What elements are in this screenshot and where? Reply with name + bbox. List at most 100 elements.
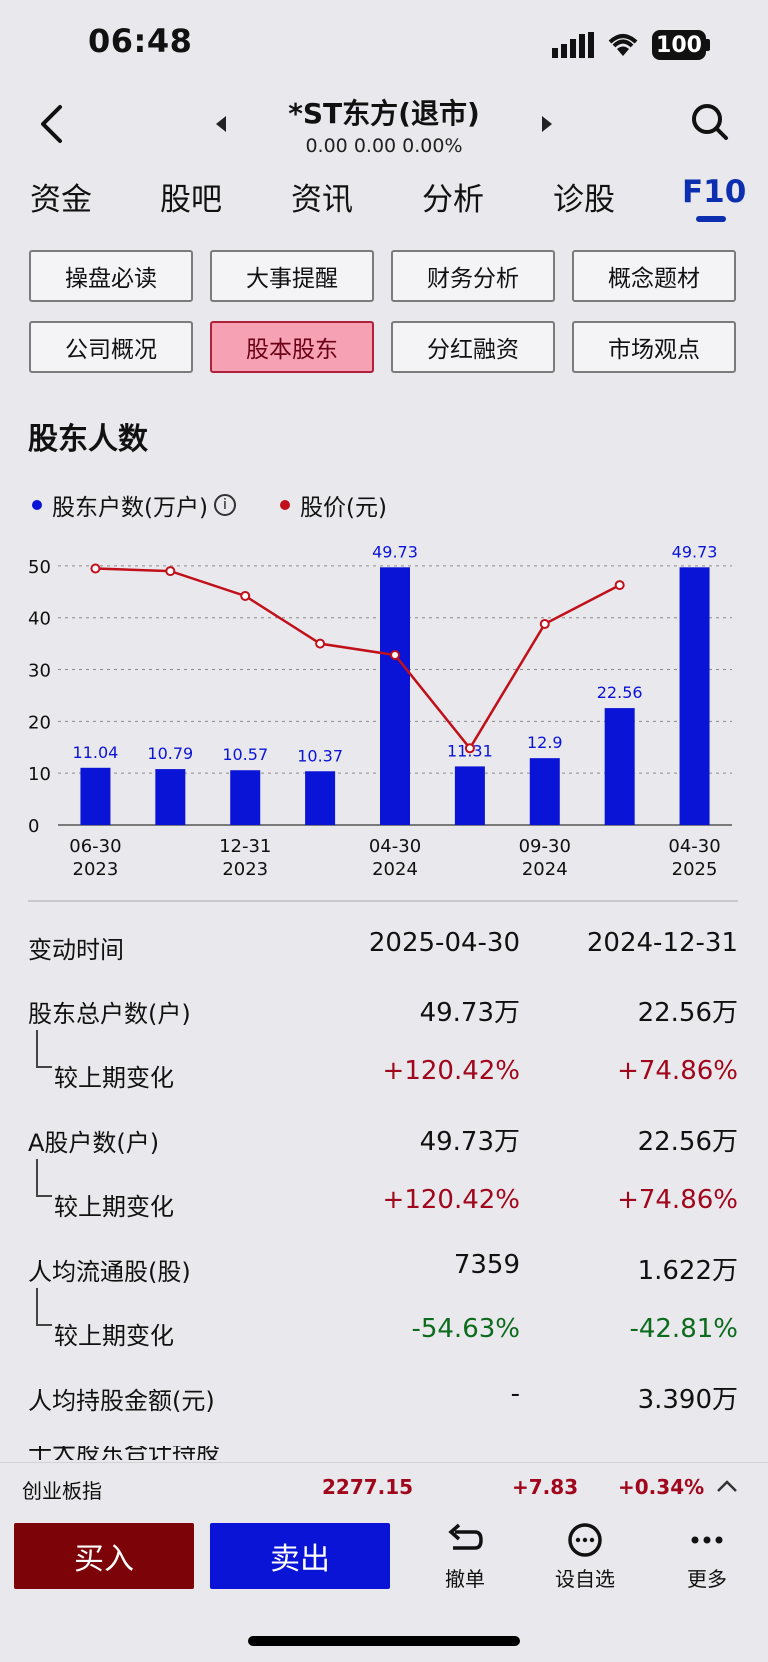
x-tick-year-label: 2024 [372, 859, 418, 880]
tree-connector [36, 1030, 52, 1068]
y-tick-label: 50 [28, 557, 51, 578]
index-value: 2277.15 [322, 1475, 414, 1499]
bar [604, 708, 635, 825]
btn-shareholders[interactable]: 股本股东 [210, 321, 374, 373]
row-a-holders-c2: 22.56万 [637, 1127, 738, 1157]
price-point [240, 590, 251, 601]
bar-value-label: 49.73 [672, 542, 718, 561]
home-indicator [248, 1636, 520, 1646]
x-tick-label: 04-30 [668, 836, 720, 857]
next-stock-icon[interactable] [540, 114, 554, 134]
info-icon[interactable]: i [213, 494, 236, 516]
add-watchlist-label: 设自选 [555, 1567, 615, 1591]
add-watchlist-button[interactable]: 设自选 [545, 1522, 625, 1592]
chevron-up-icon[interactable] [716, 1479, 738, 1493]
legend-price-dot [280, 500, 290, 510]
row-float-change-c1: -54.63% [411, 1314, 520, 1344]
cancel-order-label: 撤单 [445, 1567, 485, 1591]
buy-button[interactable]: 买入 [14, 1523, 194, 1589]
btn-concepts[interactable]: 概念题材 [572, 250, 736, 302]
index-name: 创业板指 [22, 1479, 102, 1503]
shareholder-chart: 0102030405011.0410.7910.5710.3749.7311.3… [28, 542, 732, 880]
row-value-per-holder-c1: - [510, 1379, 520, 1409]
tab-news[interactable]: 资讯 [291, 182, 353, 218]
row-total-change-c2: +74.86% [617, 1056, 738, 1086]
stock-quote: 0.00 0.00 0.00% [305, 135, 463, 157]
battery-tip [706, 39, 710, 51]
bar-value-label: 49.73 [372, 542, 418, 561]
table-header-date-1: 2025-04-30 [368, 928, 520, 958]
row-total-holders-label: 股东总户数(户) [28, 1000, 191, 1028]
btn-dividends-financing[interactable]: 分红融资 [391, 321, 555, 373]
bar [305, 771, 336, 825]
index-change: +7.83 [512, 1475, 579, 1499]
more-button[interactable]: 更多 [667, 1522, 747, 1592]
index-percent: +0.34% [618, 1475, 705, 1499]
legend-price-label: 股价(元) [300, 495, 387, 521]
legend-price[interactable]: 股价(元) [280, 488, 387, 522]
row-total-change-c1: +120.42% [382, 1056, 520, 1086]
legend-holders[interactable]: 股东户数(万户) i [32, 488, 236, 522]
price-point [464, 743, 475, 754]
x-tick-label: 04-30 [369, 836, 421, 857]
search-icon[interactable] [690, 102, 730, 142]
x-tick-year-label: 2023 [73, 859, 119, 880]
row-a-change-label: 较上期变化 [54, 1193, 174, 1221]
bar-value-label: 11.04 [73, 743, 119, 762]
x-tick-year-label: 2023 [222, 859, 268, 880]
btn-event-reminders[interactable]: 大事提醒 [210, 250, 374, 302]
more-label: 更多 [687, 1567, 727, 1591]
watchlist-icon [568, 1523, 602, 1557]
tab-analysis[interactable]: 分析 [422, 182, 484, 218]
status-time: 06:48 [88, 22, 193, 60]
btn-financial-analysis[interactable]: 财务分析 [391, 250, 555, 302]
btn-trading-essentials[interactable]: 操盘必读 [29, 250, 193, 302]
price-point [315, 638, 326, 649]
y-tick-label: 30 [28, 661, 51, 682]
y-tick-label: 40 [28, 609, 51, 630]
more-icon [691, 1536, 723, 1544]
bar-value-label: 12.9 [527, 733, 563, 752]
tab-f10[interactable]: F10 [682, 174, 747, 210]
y-tick-label: 10 [28, 764, 51, 785]
bar-value-label: 22.56 [597, 683, 643, 702]
x-tick-label: 12-31 [219, 836, 271, 857]
stock-title: *ST东方(退市) [288, 97, 480, 130]
btn-market-views[interactable]: 市场观点 [572, 321, 736, 373]
price-point [390, 650, 400, 661]
sell-button[interactable]: 卖出 [210, 1523, 390, 1589]
row-float-per-holder-c1: 7359 [453, 1250, 520, 1280]
tree-connector [36, 1288, 52, 1326]
tab-funds[interactable]: 资金 [30, 182, 92, 218]
back-icon[interactable] [38, 104, 64, 144]
bar [230, 770, 261, 825]
btn-company-overview[interactable]: 公司概况 [29, 321, 193, 373]
x-tick-label: 06-30 [69, 836, 121, 857]
row-float-change-c2: -42.81% [629, 1314, 738, 1344]
row-a-holders-label: A股户数(户) [28, 1129, 160, 1157]
index-ticker-bar[interactable]: 创业板指 2277.15 +7.83 +0.34% [0, 1462, 768, 1513]
row-a-change-c1: +120.42% [382, 1185, 520, 1215]
price-point [165, 566, 176, 577]
tree-connector [36, 1159, 52, 1197]
legend-holders-label: 股东户数(万户) [52, 495, 208, 521]
divider [28, 900, 738, 902]
cancel-order-button[interactable]: 撤单 [425, 1522, 505, 1592]
prev-stock-icon[interactable] [214, 114, 228, 134]
tab-diagnosis[interactable]: 诊股 [553, 182, 615, 218]
bar [529, 758, 560, 825]
y-tick-label: 0 [28, 816, 39, 837]
section-title: 股东人数 [28, 422, 148, 457]
x-tick-label: 09-30 [519, 836, 571, 857]
cellular-signal-icon [552, 32, 594, 58]
row-top10-partial: 十大股东合计持股 [28, 1446, 428, 1460]
tab-forum[interactable]: 股吧 [160, 182, 222, 218]
bar-value-label: 10.57 [222, 745, 268, 764]
battery-indicator: 100 [652, 30, 706, 60]
wifi-icon [608, 34, 638, 56]
x-tick-year-label: 2025 [672, 859, 718, 880]
row-value-per-holder-label: 人均持股金额(元) [28, 1387, 215, 1415]
x-tick-year-label: 2024 [522, 859, 568, 880]
y-tick-label: 20 [28, 712, 51, 733]
row-total-holders-c2: 22.56万 [637, 998, 738, 1028]
